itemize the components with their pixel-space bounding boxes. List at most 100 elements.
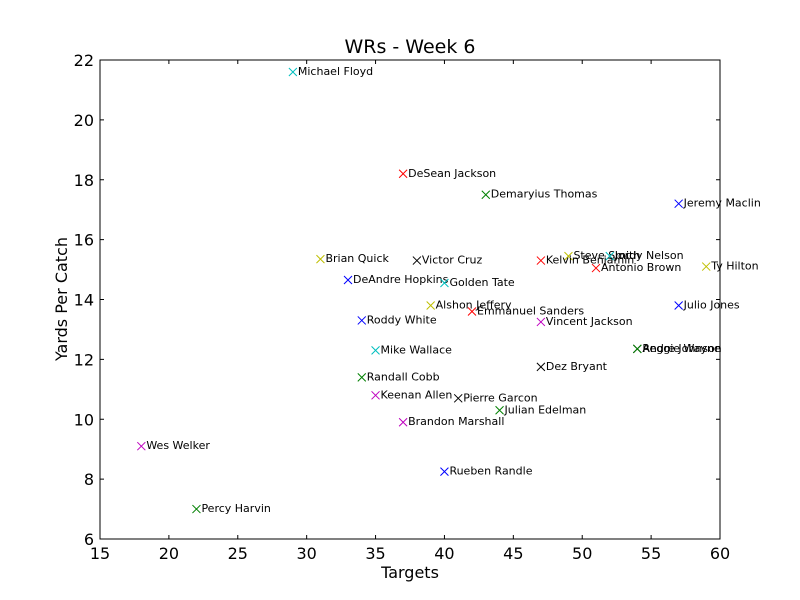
x-marker xyxy=(591,263,601,273)
point-label: Randall Cobb xyxy=(367,370,440,383)
point-label: DeAndre Hopkins xyxy=(353,273,449,286)
data-point: Victor Cruz xyxy=(412,254,483,267)
x-marker xyxy=(288,67,298,77)
point-label: Jeremy Maclin xyxy=(683,197,761,210)
data-point: DeSean Jackson xyxy=(398,167,496,180)
point-label: Reggie Wayne xyxy=(642,342,721,355)
point-label: Julian Edelman xyxy=(504,403,587,416)
data-point: Alshon Jeffery xyxy=(426,298,512,311)
point-label: Percy Harvin xyxy=(201,502,270,515)
x-tick-label: 25 xyxy=(228,544,248,563)
point-label: Julio Jones xyxy=(683,298,740,311)
data-point: Antonio Brown xyxy=(591,261,681,274)
point-label: Keenan Allen xyxy=(381,388,453,401)
x-marker xyxy=(564,251,573,261)
data-point: Ty Hilton xyxy=(701,260,759,273)
x-tick-label: 35 xyxy=(365,544,385,563)
data-point: Brandon Marshall xyxy=(398,415,504,428)
point-label: Pierre Garcon xyxy=(463,391,537,404)
x-tick-label: 30 xyxy=(296,544,316,563)
x-marker xyxy=(192,504,201,514)
x-marker xyxy=(536,317,546,327)
x-marker xyxy=(674,301,684,310)
plot-frame xyxy=(99,59,721,540)
data-point: Percy Harvin xyxy=(192,502,271,515)
x-marker xyxy=(316,254,325,264)
data-point: Mike Wallace xyxy=(371,343,453,356)
point-label: Brandon Marshall xyxy=(408,415,504,428)
data-point: Emmanuel Sanders xyxy=(467,304,584,317)
data-point: Steve Smith xyxy=(564,249,640,262)
x-tick-label: 45 xyxy=(503,544,523,563)
point-label: Rueben Randle xyxy=(449,465,532,478)
x-tick-label: 15 xyxy=(90,544,110,563)
data-point: Randall Cobb xyxy=(357,370,440,383)
x-marker xyxy=(495,405,504,415)
y-tick-label: 6 xyxy=(84,530,94,549)
data-point: Rueben Randle xyxy=(440,465,533,478)
data-point: Brian Quick xyxy=(316,252,390,265)
x-marker xyxy=(467,307,477,316)
y-axis-label: Yards Per Catch xyxy=(52,237,71,362)
x-marker xyxy=(440,278,449,288)
y-tick-label: 18 xyxy=(74,171,94,190)
data-point: Golden Tate xyxy=(440,276,515,289)
x-marker xyxy=(426,301,436,310)
point-label: Wes Welker xyxy=(146,439,210,452)
point-label: Brian Quick xyxy=(325,252,389,265)
point-label: Kelvin Benjamin xyxy=(546,254,634,267)
data-point: Vincent Jackson xyxy=(536,315,633,328)
point-label: Mike Wallace xyxy=(381,343,453,356)
data-point: Pierre Garcon xyxy=(453,391,538,404)
data-point: Julio Jones xyxy=(674,298,740,311)
point-label: Ty Hilton xyxy=(710,260,758,273)
data-point: Michael Floyd xyxy=(288,65,373,78)
x-axis-label: Targets xyxy=(380,563,439,582)
x-marker xyxy=(371,390,380,400)
point-label: Demaryius Thomas xyxy=(491,188,598,201)
data-point: Wes Welker xyxy=(136,439,210,452)
x-marker xyxy=(371,346,380,355)
point-label: Vincent Jackson xyxy=(546,315,633,328)
x-marker xyxy=(674,199,684,209)
point-label: Steve Smith xyxy=(573,249,640,262)
point-label: Antonio Brown xyxy=(601,261,681,274)
y-tick-label: 8 xyxy=(84,470,94,489)
x-marker xyxy=(701,262,711,271)
chart-title: WRs - Week 6 xyxy=(344,36,475,58)
x-tick-label: 40 xyxy=(434,544,454,563)
x-marker xyxy=(398,417,408,427)
y-tick-label: 10 xyxy=(74,410,94,429)
axis-ticks: 15 20 25 30 35 40 45 50 55 60 6 8 10 12 14 16 18 20 22 xyxy=(74,51,731,563)
plot-marks: Michael Floyd DeSean Jackson Demaryius Tho… xyxy=(136,65,761,515)
data-point: DeAndre Hopkins xyxy=(343,273,449,286)
point-label: Roddy White xyxy=(367,313,437,326)
x-tick-label: 60 xyxy=(710,544,730,563)
x-marker xyxy=(398,169,408,179)
x-marker xyxy=(440,467,449,476)
x-tick-label: 55 xyxy=(641,544,661,563)
data-point: Keenan Allen xyxy=(371,388,453,401)
x-marker xyxy=(605,251,615,261)
data-point: Dez Bryant xyxy=(536,360,608,373)
data-point: Demaryius Thomas xyxy=(481,188,598,201)
point-label: Golden Tate xyxy=(449,276,514,289)
data-point: Roddy White xyxy=(357,313,437,326)
point-label: Dez Bryant xyxy=(546,360,608,373)
x-tick-label: 50 xyxy=(572,544,592,563)
y-tick-label: 14 xyxy=(74,291,94,310)
x-marker xyxy=(357,316,367,325)
data-point: Andre Johnson xyxy=(632,342,722,355)
data-point: Kelvin Benjamin xyxy=(536,254,634,267)
data-point: Jeremy Maclin xyxy=(674,197,761,210)
point-label: DeSean Jackson xyxy=(408,167,496,180)
x-marker xyxy=(481,190,491,200)
x-marker xyxy=(632,344,642,354)
point-label: Emmanuel Sanders xyxy=(477,304,584,317)
y-tick-label: 22 xyxy=(74,51,94,70)
x-marker xyxy=(536,256,546,265)
x-marker xyxy=(453,393,463,403)
x-marker xyxy=(536,362,546,372)
x-marker xyxy=(357,372,367,382)
data-point: Julian Edelman xyxy=(495,403,587,416)
